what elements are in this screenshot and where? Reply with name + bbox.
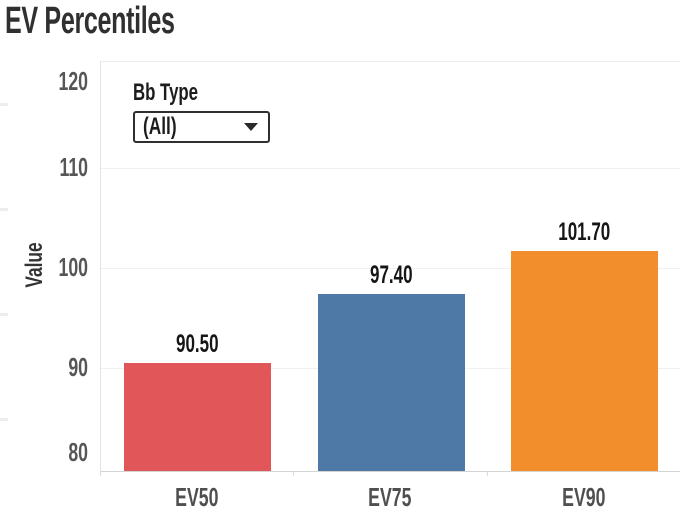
y-axis-title: Value (21, 242, 48, 288)
bar-value-text: 97.40 (369, 261, 413, 289)
crop-tick (0, 418, 8, 421)
x-tick-text: EV75 (368, 482, 412, 512)
bar-value-label-ev75: 97.40 (291, 262, 491, 288)
chart-title: EV Percentiles (5, 0, 175, 42)
plot-area: 90.50 97.40 101.70 (100, 61, 680, 472)
bar-value-label-ev90: 101.70 (484, 219, 680, 245)
bar-ev75[interactable] (317, 294, 465, 471)
column-tick (486, 471, 488, 476)
y-tick-label-80: 80 (68, 437, 88, 467)
bb-type-dropdown[interactable]: (All) (133, 111, 270, 143)
y-tick-label-90: 90 (68, 352, 88, 382)
dropdown-caret-icon (244, 123, 258, 131)
y-tick-label-110: 110 (59, 152, 88, 182)
crop-tick (0, 103, 8, 106)
x-tick-label-ev50: EV50 (97, 484, 297, 510)
crop-tick (0, 208, 8, 211)
x-tick-label-ev75: EV75 (290, 484, 490, 510)
gridline-100 (101, 268, 680, 269)
column-tick (100, 471, 101, 476)
column-tick (293, 471, 295, 476)
gridline-110 (101, 168, 680, 169)
bar-value-text: 101.70 (558, 218, 611, 246)
x-tick-text: EV90 (561, 482, 605, 512)
bar-ev90[interactable] (510, 251, 658, 471)
y-tick-label-100: 100 (58, 252, 88, 282)
bar-value-text: 90.50 (176, 330, 219, 358)
x-tick-text: EV50 (175, 482, 219, 512)
crop-tick (0, 313, 8, 316)
y-tick-label-120: 120 (58, 66, 88, 96)
bar-ev50[interactable] (124, 363, 272, 471)
x-tick-label-ev90: EV90 (483, 484, 680, 510)
bar-value-label-ev50: 90.50 (98, 331, 298, 357)
dropdown-value: (All) (143, 113, 177, 140)
filter-label: Bb Type (133, 79, 199, 106)
